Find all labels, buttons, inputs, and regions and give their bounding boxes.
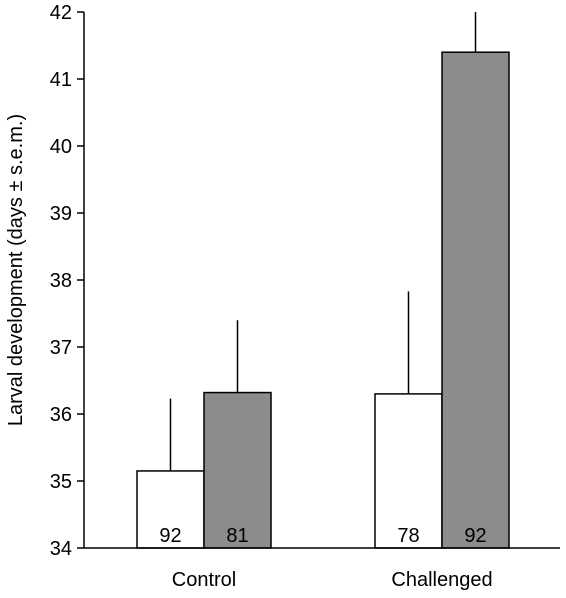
y-tick-label: 40 bbox=[50, 136, 72, 158]
bar-challenged-2 bbox=[441, 51, 510, 549]
error-bars bbox=[169, 12, 477, 471]
y-tick-label: 37 bbox=[50, 337, 72, 359]
y-tick-label: 36 bbox=[50, 404, 72, 426]
x-axis: Control Challenged bbox=[84, 547, 560, 591]
sample-size-label: 92 bbox=[464, 525, 486, 547]
y-axis: 34 35 36 37 38 39 40 41 42 bbox=[50, 2, 85, 560]
bar-control-2 bbox=[203, 391, 272, 549]
sample-size-label: 81 bbox=[226, 525, 248, 547]
y-tick-label: 38 bbox=[50, 270, 72, 292]
sample-size-label: 78 bbox=[397, 525, 419, 547]
y-tick-label: 35 bbox=[50, 471, 72, 493]
y-tick-label: 39 bbox=[50, 203, 72, 225]
y-tick-label: 42 bbox=[50, 2, 72, 24]
bars: 92 81 78 92 bbox=[136, 51, 510, 549]
y-axis-title: Larval development (days ± s.e.m.) bbox=[5, 114, 27, 426]
category-label: Control bbox=[172, 569, 236, 591]
y-tick-label: 41 bbox=[50, 69, 72, 91]
category-label: Challenged bbox=[391, 569, 492, 591]
y-tick-label: 34 bbox=[50, 538, 72, 560]
sample-size-label: 92 bbox=[159, 525, 181, 547]
